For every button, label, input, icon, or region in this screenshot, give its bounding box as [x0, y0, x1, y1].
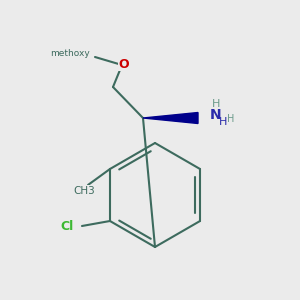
Text: H: H — [212, 99, 220, 109]
Text: CH3: CH3 — [73, 186, 95, 196]
Text: Cl: Cl — [61, 220, 74, 233]
Polygon shape — [143, 112, 198, 124]
Text: H: H — [227, 114, 235, 124]
Text: methoxy: methoxy — [50, 50, 90, 58]
Text: H: H — [219, 117, 227, 127]
Text: O: O — [119, 58, 129, 70]
Text: N: N — [210, 108, 222, 122]
